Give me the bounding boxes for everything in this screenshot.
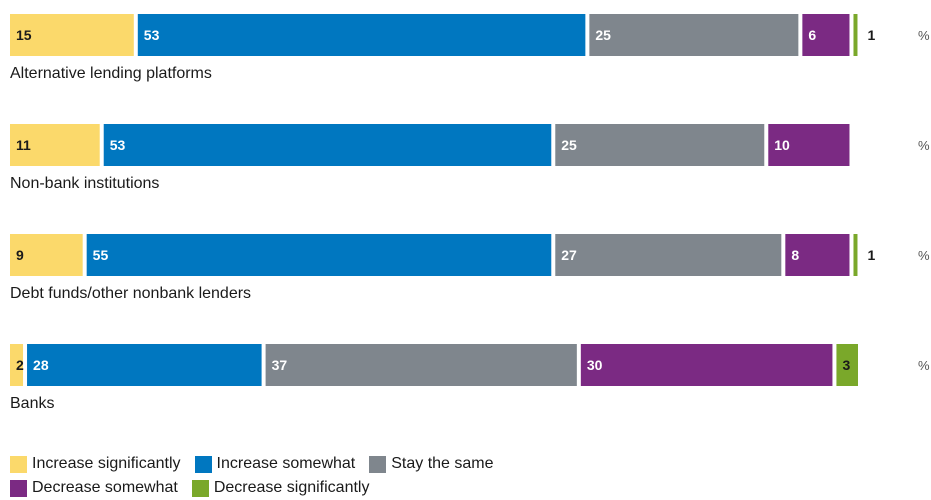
category-label-alternative-lending-platforms: Alternative lending platforms [10,65,212,82]
bar-segment-non-bank-institutions-increase-somewhat [103,124,552,166]
data-label-debt-funds-other-nonbank-lenders-decrease-somewhat: 8 [791,247,799,263]
legend-label-stay-the-same: Stay the same [391,455,494,472]
bar-segment-non-bank-institutions-stay-the-same [555,124,765,166]
data-label-banks-increase-significantly: 2 [16,357,24,373]
bar-segment-banks-stay-the-same [265,344,577,386]
legend-row-1: Increase significantly Increase somewhat… [10,452,610,476]
bar-segment-debt-funds-other-nonbank-lenders-increase-somewhat [86,234,552,276]
data-label-non-bank-institutions-increase-significantly: 11 [16,137,31,153]
data-label-alternative-lending-platforms-stay-the-same: 25 [595,27,611,43]
bar-segment-debt-funds-other-nonbank-lenders-stay-the-same [555,234,782,276]
data-label-debt-funds-other-nonbank-lenders-increase-significantly: 9 [16,247,24,263]
legend-swatch-decrease-significantly [191,479,209,497]
data-label-banks-decrease-somewhat: 30 [587,357,603,373]
unit-label: % [918,358,930,373]
data-label-debt-funds-other-nonbank-lenders-decrease-significantly: 1 [867,247,875,263]
bar-segment-alternative-lending-platforms-decrease-significantly [853,14,858,56]
bar-segment-debt-funds-other-nonbank-lenders-decrease-somewhat [785,234,850,276]
data-label-alternative-lending-platforms-decrease-somewhat: 6 [808,27,816,43]
legend-label-decrease-somewhat: Decrease somewhat [32,479,178,496]
bar-segment-banks-decrease-somewhat [580,344,833,386]
category-label-banks: Banks [10,395,54,412]
data-label-alternative-lending-platforms-decrease-significantly: 1 [867,27,875,43]
legend-row-2: Decrease somewhat Decrease significantly [10,476,610,500]
legend-label-increase-significantly: Increase significantly [32,455,181,472]
data-label-non-bank-institutions-decrease-somewhat: 10 [774,137,790,153]
legend-swatch-stay-the-same [369,455,387,473]
legend: Increase significantly Increase somewhat… [10,452,610,500]
bar-segment-alternative-lending-platforms-increase-significantly [10,14,134,56]
data-label-alternative-lending-platforms-increase-significantly: 15 [16,27,32,43]
bar-segment-alternative-lending-platforms-increase-somewhat [137,14,586,56]
data-label-non-bank-institutions-stay-the-same: 25 [561,137,577,153]
legend-item-decrease-somewhat: Decrease somewhat [10,479,178,497]
bar-segment-non-bank-institutions-decrease-somewhat [768,124,850,166]
bar-row-alternative-lending-platforms: 15 53 25 6 1 % Alternative lending platforms [10,14,930,82]
bar-row-banks: 2 28 37 30 3 % Banks [10,344,930,412]
legend-item-decrease-significantly: Decrease significantly [191,479,370,497]
bar-segment-alternative-lending-platforms-decrease-somewhat [802,14,850,56]
data-label-debt-funds-other-nonbank-lenders-stay-the-same: 27 [561,247,577,263]
bar-segment-non-bank-institutions-increase-significantly [10,124,100,166]
category-label-debt-funds-other-nonbank-lenders: Debt funds/other nonbank lenders [10,285,251,302]
data-label-alternative-lending-platforms-increase-somewhat: 53 [144,27,160,43]
legend-swatch-increase-significantly [10,455,27,473]
legend-label-decrease-significantly: Decrease significantly [213,479,370,496]
data-label-banks-increase-somewhat: 28 [33,357,49,373]
data-label-banks-stay-the-same: 37 [272,357,288,373]
legend-item-stay-the-same: Stay the same [369,455,494,473]
bar-segment-debt-funds-other-nonbank-lenders-increase-significantly [10,234,83,276]
unit-label: % [918,138,930,153]
legend-swatch-decrease-somewhat [10,479,27,497]
bar-segment-debt-funds-other-nonbank-lenders-decrease-significantly [853,234,858,276]
bar-segment-banks-increase-somewhat [27,344,262,386]
bar-row-debt-funds-other-nonbank-lenders: 9 55 27 8 1 % Debt funds/other nonbank lenders [10,234,930,302]
bar-segment-banks-increase-significantly [10,344,24,386]
data-label-debt-funds-other-nonbank-lenders-increase-somewhat: 55 [93,247,109,263]
legend-swatch-increase-somewhat [194,455,212,473]
legend-item-increase-significantly: Increase significantly [10,455,181,473]
data-label-non-bank-institutions-increase-somewhat: 53 [110,137,126,153]
bar-segment-alternative-lending-platforms-stay-the-same [589,14,799,56]
category-label-non-bank-institutions: Non-bank institutions [10,175,159,192]
bar-row-non-bank-institutions: 11 53 25 10 % Non-bank institutions [10,124,930,192]
legend-item-increase-somewhat: Increase somewhat [194,455,356,473]
legend-label-increase-somewhat: Increase somewhat [216,455,356,472]
unit-label: % [918,28,930,43]
data-label-banks-decrease-significantly: 3 [842,357,850,373]
unit-label: % [918,248,930,263]
bar-segment-banks-decrease-significantly [836,344,858,386]
